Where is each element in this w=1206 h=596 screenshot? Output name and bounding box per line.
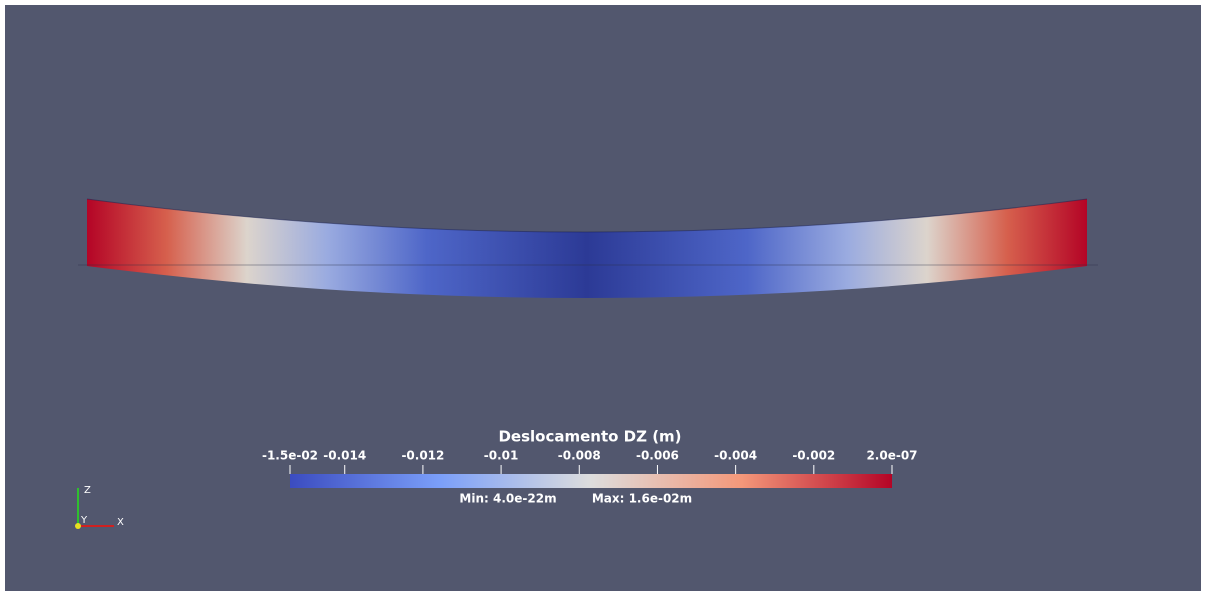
y-label: Y xyxy=(80,515,88,526)
tick-label: -0.004 xyxy=(714,449,757,463)
x-label: X xyxy=(117,517,124,528)
tick-label: -0.01 xyxy=(484,449,519,463)
z-label: Z xyxy=(84,485,91,496)
render-view: Deslocamento DZ (m) Min: 4.0e-22m Max: 1… xyxy=(0,0,1206,596)
tick-label: -0.014 xyxy=(323,449,366,463)
color-bar xyxy=(290,474,892,488)
tick-label: -0.006 xyxy=(636,449,679,463)
page: {"viewport": { "color_legend": { "title"… xyxy=(0,0,1206,596)
tick-label: -0.002 xyxy=(792,449,835,463)
max-label: Max: 1.6e-02m xyxy=(592,492,692,506)
tick-label: -0.008 xyxy=(558,449,601,463)
legend-title: Deslocamento DZ (m) xyxy=(498,428,681,446)
tick-label: -1.5e-02 xyxy=(262,449,318,463)
tick-label: 2.0e-07 xyxy=(866,449,917,463)
tick-label: -0.012 xyxy=(401,449,444,463)
min-label: Min: 4.0e-22m xyxy=(459,492,556,506)
